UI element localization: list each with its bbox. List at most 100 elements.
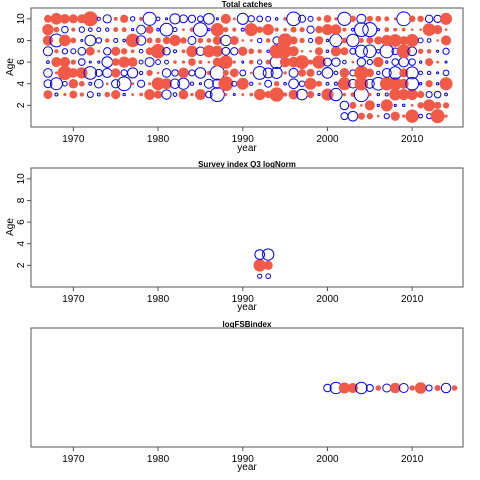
bubble-total-catches xyxy=(181,60,186,64)
bubble-total-catches xyxy=(130,49,135,54)
bubble-total-catches xyxy=(104,91,111,98)
y-tick-label: 2 xyxy=(16,262,27,268)
bubble-total-catches xyxy=(342,92,347,97)
bubble-total-catches xyxy=(257,37,263,44)
bubble-total-catches xyxy=(306,25,315,34)
bubble-total-catches xyxy=(274,17,279,21)
bubble-total-catches xyxy=(211,45,223,57)
bubble-total-catches xyxy=(384,16,390,22)
bubble-total-catches xyxy=(283,92,288,97)
bubble-total-catches xyxy=(402,103,406,108)
x-tick-label: 1970 xyxy=(62,294,85,305)
bubble-total-catches xyxy=(364,78,375,89)
x-tick-label: 2000 xyxy=(316,294,339,305)
bubble-total-catches xyxy=(104,38,110,43)
bubble-total-catches xyxy=(331,57,341,67)
x-tick-label: 1990 xyxy=(232,294,255,305)
bubble-total-catches xyxy=(165,17,169,21)
bubble-total-catches xyxy=(308,59,314,65)
panel-2-xlabel: year xyxy=(237,302,257,313)
bubble-total-catches xyxy=(288,67,299,78)
bubble-total-catches xyxy=(210,23,224,37)
bubble-total-catches xyxy=(393,17,397,21)
bubble-total-catches xyxy=(155,16,161,22)
bubble-logfsb-index xyxy=(434,384,441,392)
panel-logfsb-index: logFSBindex 1970 1980 1990 2000 2010 year xyxy=(30,320,464,473)
y-tick-label: 4 xyxy=(16,241,27,247)
bubble-total-catches xyxy=(298,14,307,23)
bubble-total-catches xyxy=(325,81,330,86)
bubble-total-catches xyxy=(43,79,53,89)
bubble-total-catches xyxy=(274,27,279,32)
bubble-total-catches xyxy=(189,81,195,86)
bubble-total-catches xyxy=(432,24,443,35)
bubble-total-catches xyxy=(366,15,373,22)
bubble-total-catches xyxy=(373,56,384,68)
bubble-total-catches xyxy=(71,27,76,32)
bubble-total-catches xyxy=(232,93,236,97)
bubble-total-catches xyxy=(173,60,177,64)
bubble-total-catches xyxy=(203,78,214,89)
bubble-total-catches xyxy=(44,14,52,23)
bubble-total-catches xyxy=(161,89,172,100)
bubble-total-catches xyxy=(203,12,215,25)
bubble-total-catches xyxy=(68,78,79,89)
bubble-total-catches xyxy=(77,46,87,56)
bubble-total-catches xyxy=(360,104,363,107)
bubble-total-catches xyxy=(125,33,140,48)
bubble-total-catches xyxy=(273,81,280,87)
bubble-total-catches xyxy=(68,14,78,24)
bubble-total-catches xyxy=(424,14,434,24)
bubble-total-catches xyxy=(120,69,128,77)
bubble-total-catches xyxy=(96,27,102,33)
x-tick-label: 2000 xyxy=(316,134,339,145)
bubble-total-catches xyxy=(127,67,139,79)
bubble-total-catches xyxy=(241,39,245,42)
panel-1-xlabel: year xyxy=(237,143,257,154)
bubble-total-catches xyxy=(444,60,448,64)
bubble-total-catches xyxy=(384,27,390,33)
y-tick-label: 10 xyxy=(16,173,27,185)
y-tick-label: 6 xyxy=(16,219,27,225)
bubble-total-catches xyxy=(138,59,144,65)
bubble-total-catches xyxy=(169,34,181,47)
bubble-total-catches xyxy=(122,92,126,97)
bubble-total-catches xyxy=(194,67,207,79)
bubble-total-catches xyxy=(376,103,380,107)
bubble-total-catches xyxy=(288,89,299,100)
bubble-total-catches xyxy=(186,45,198,57)
bubble-total-catches xyxy=(283,71,287,75)
bubble-total-catches xyxy=(408,58,416,66)
bubble-total-catches xyxy=(220,34,232,47)
bubble-total-catches xyxy=(351,27,355,32)
bubble-total-catches xyxy=(265,59,271,65)
bubble-logfsb-index xyxy=(425,384,433,392)
bubble-total-catches xyxy=(444,28,448,31)
bubble-total-catches xyxy=(113,27,119,33)
bubble-total-catches xyxy=(46,60,50,64)
bubble-total-catches xyxy=(120,48,128,55)
bubble-total-catches xyxy=(433,90,442,99)
panel-1-ylabel: Age xyxy=(5,58,16,76)
bubble-total-catches xyxy=(181,49,186,54)
bubble-total-catches xyxy=(444,114,448,118)
bubble-logfsb-index xyxy=(398,383,409,393)
bubble-total-catches xyxy=(148,82,152,86)
bubble-total-catches xyxy=(63,92,67,97)
bubble-total-catches xyxy=(314,36,324,45)
bubble-total-catches xyxy=(238,46,248,56)
bubble-total-catches xyxy=(364,100,375,111)
bubble-total-catches xyxy=(264,79,273,88)
bubble-total-catches xyxy=(270,66,283,79)
bubble-total-catches xyxy=(314,47,324,56)
bubble-total-catches xyxy=(180,37,187,44)
panel-2-frame xyxy=(30,167,464,288)
bubble-total-catches xyxy=(61,25,69,34)
x-tick-label: 2010 xyxy=(401,454,424,465)
bubble-total-catches xyxy=(299,27,305,33)
bubble-total-catches xyxy=(172,49,178,54)
bubble-total-catches xyxy=(59,56,71,68)
bubble-total-catches xyxy=(88,81,93,86)
bubble-total-catches xyxy=(376,114,380,118)
